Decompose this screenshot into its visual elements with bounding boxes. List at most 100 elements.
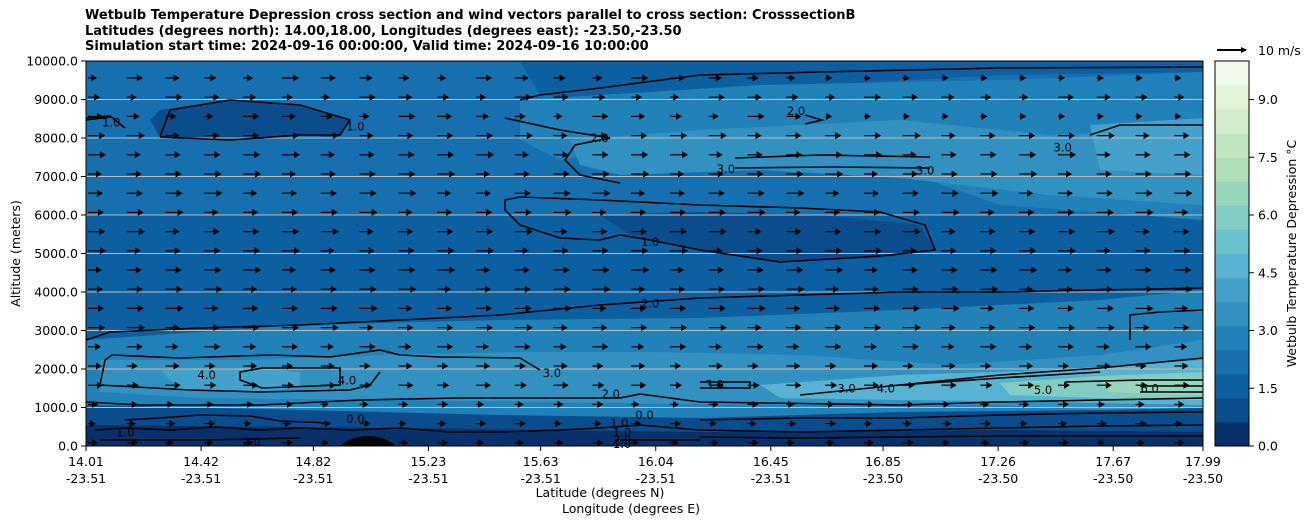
wind-arrow bbox=[476, 362, 490, 370]
wind-arrow bbox=[670, 304, 686, 312]
wind-arrow bbox=[165, 170, 182, 178]
wind-arrow bbox=[825, 132, 842, 140]
wind-arrow bbox=[592, 208, 607, 216]
wind-arrow bbox=[592, 362, 604, 370]
wind-arrow bbox=[941, 439, 950, 446]
wind-arrow bbox=[1096, 74, 1104, 82]
y-axis: 0.0 1000.0 2000.0 3000.0 4000.0 5000.0 6000.0 7… bbox=[26, 54, 86, 454]
wind-arrow bbox=[1096, 151, 1111, 159]
wind-arrow bbox=[864, 151, 882, 159]
wind-arrow bbox=[1058, 247, 1076, 255]
wind-arrow bbox=[1019, 324, 1036, 332]
wind-arrow bbox=[708, 132, 727, 140]
wind-arrow bbox=[126, 189, 143, 197]
wind-arrow bbox=[980, 228, 996, 236]
x-tick-label-lat: 14.82 bbox=[295, 454, 331, 469]
wind-arrow bbox=[941, 420, 952, 428]
wind-arrow bbox=[902, 112, 910, 120]
wind-arrow bbox=[1135, 266, 1152, 274]
contour-label: 4.0 bbox=[338, 374, 356, 388]
wind-arrow bbox=[786, 132, 802, 140]
wind-arrow bbox=[476, 112, 489, 120]
wind-arrow bbox=[1096, 266, 1112, 274]
wind-arrow bbox=[902, 343, 919, 351]
wind-arrow bbox=[88, 247, 106, 255]
y-tick-label: 4000.0 bbox=[34, 285, 78, 300]
x-tick-label-lat: 14.42 bbox=[183, 454, 219, 469]
wind-arrow bbox=[902, 439, 914, 446]
wind-arrow bbox=[747, 93, 762, 101]
contour-line-4-5-6-low-right bbox=[899, 371, 1203, 393]
wind-arrow bbox=[708, 247, 723, 255]
wind-arrow bbox=[359, 93, 376, 101]
wind-arrow bbox=[786, 189, 805, 197]
wind-arrow bbox=[1174, 208, 1189, 216]
wind-arrow bbox=[1174, 381, 1190, 389]
wind-arrow bbox=[553, 112, 563, 120]
wind-arrow bbox=[359, 112, 370, 120]
wind-arrow bbox=[398, 132, 414, 140]
terrain-hill bbox=[340, 436, 396, 446]
wind-arrow bbox=[204, 74, 217, 82]
contour-label: 3.0 bbox=[543, 366, 561, 380]
wind-arrow bbox=[825, 324, 842, 332]
contour-label: 2.0 bbox=[613, 433, 631, 447]
wind-arrow bbox=[243, 189, 258, 197]
wind-arrow bbox=[592, 266, 610, 274]
wind-arrow bbox=[165, 304, 184, 312]
wind-arrow bbox=[980, 362, 992, 370]
wind-arrow bbox=[1174, 93, 1185, 101]
wind-arrow bbox=[126, 228, 145, 236]
wind-arrow bbox=[359, 189, 377, 197]
wind-arrow bbox=[282, 208, 298, 216]
wind-arrow bbox=[1135, 112, 1143, 120]
contour-label: 1.0 bbox=[613, 426, 631, 440]
wind-arrow bbox=[126, 400, 138, 408]
wind-arrow bbox=[1096, 208, 1114, 216]
wind-arrow bbox=[398, 304, 413, 312]
wind-arrow bbox=[786, 285, 805, 293]
y-tick-label: 0.0 bbox=[58, 439, 78, 454]
wind-arrow bbox=[825, 304, 841, 312]
contour-label: 3.0 bbox=[706, 377, 724, 391]
wind-arrow bbox=[941, 189, 959, 197]
wind-arrow bbox=[1019, 381, 1035, 389]
wind-arrow bbox=[864, 439, 874, 446]
wind-arrow bbox=[1019, 228, 1036, 236]
wind-arrow bbox=[864, 132, 881, 140]
wind-arrow bbox=[902, 324, 921, 332]
wind-arrow bbox=[514, 400, 524, 408]
wind-arrow bbox=[941, 112, 949, 120]
colorbar-swatch bbox=[1215, 181, 1249, 206]
wind-arrow bbox=[88, 170, 102, 178]
wind-arrow bbox=[165, 285, 183, 293]
wind-arrow bbox=[980, 324, 996, 332]
wind-arrow bbox=[320, 93, 330, 101]
wind-arrow bbox=[708, 228, 727, 236]
wind-arrow bbox=[243, 400, 254, 408]
wind-arrow bbox=[941, 324, 956, 332]
colorbar-swatch bbox=[1215, 85, 1249, 110]
wind-arrow bbox=[88, 266, 102, 274]
wind-arrow bbox=[786, 420, 797, 428]
wind-arrow bbox=[708, 285, 725, 293]
wind-arrow bbox=[1174, 132, 1190, 140]
wind-arrow bbox=[670, 439, 679, 446]
y-tick-label: 8000.0 bbox=[34, 131, 78, 146]
wind-arrow bbox=[670, 132, 687, 140]
x-tick-label-lat: 14.01 bbox=[68, 454, 104, 469]
wind-arrow bbox=[1135, 93, 1148, 101]
wind-arrow bbox=[88, 93, 100, 101]
wind-arrow bbox=[282, 74, 299, 82]
wind-arrow bbox=[1019, 266, 1038, 274]
wind-arrow bbox=[88, 151, 106, 159]
wind-arrow bbox=[126, 343, 143, 351]
wind-arrow bbox=[747, 151, 763, 159]
wind-arrow bbox=[437, 381, 450, 389]
wind-arrow bbox=[980, 74, 988, 82]
wind-arrow bbox=[359, 208, 378, 216]
wind-arrow bbox=[88, 343, 101, 351]
wind-arrow bbox=[359, 381, 372, 389]
wind-arrow bbox=[1135, 285, 1153, 293]
y-tick-label: 10000.0 bbox=[26, 54, 78, 69]
